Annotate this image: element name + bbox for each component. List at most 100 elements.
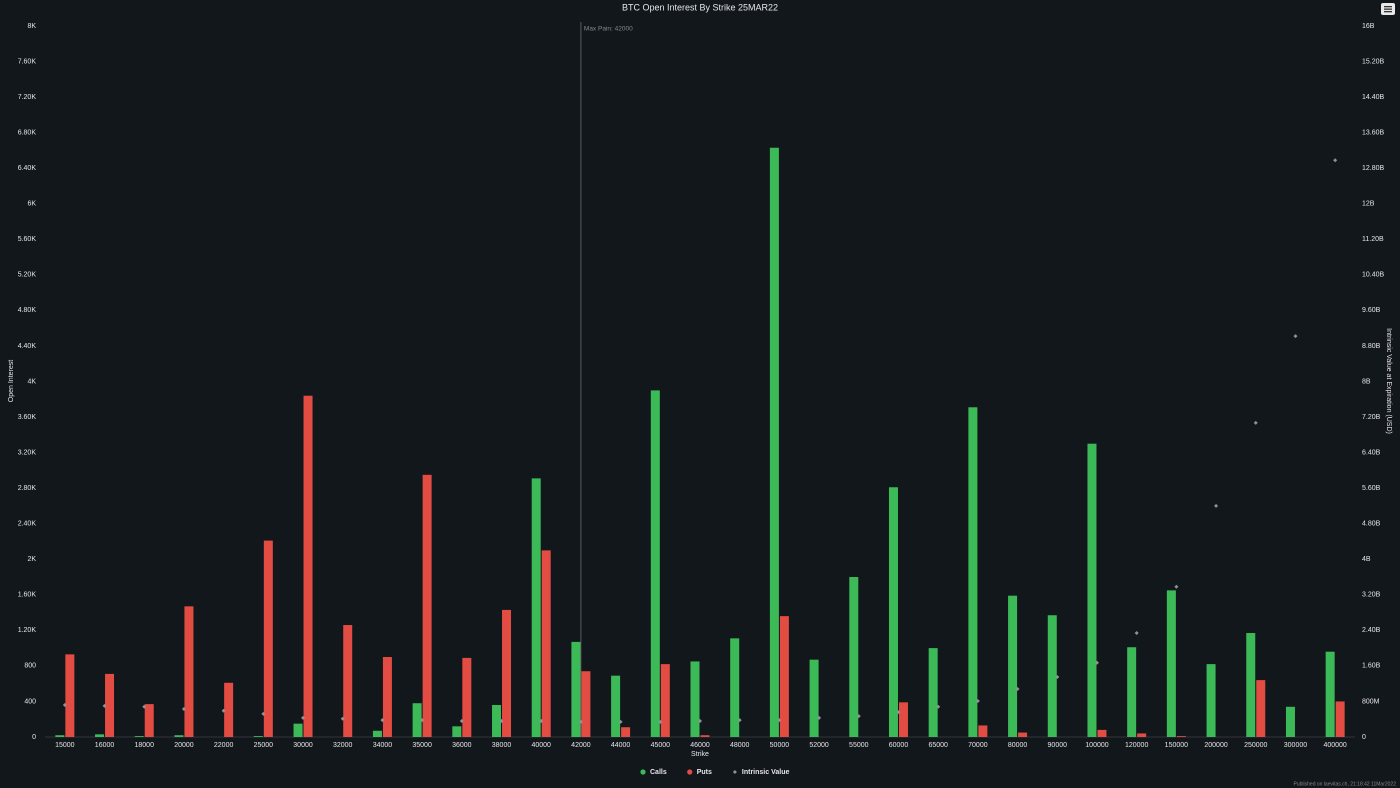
x-tick-label: 52000 [809,742,829,749]
y-tick-label: 1.60K [18,592,37,599]
scatter-point [737,718,742,723]
chart-title: BTC Open Interest By Strike 25MAR22 [622,2,778,12]
bar [263,540,273,737]
bar [1018,732,1028,737]
bar [621,727,631,737]
scatter-point [380,718,385,723]
bar [224,682,234,737]
x-tick-label: 50000 [770,742,790,749]
bar [134,736,144,737]
x-tick-label: 100000 [1085,742,1108,749]
x-tick-label: 42000 [571,742,591,749]
y-tick-label: 4.80K [18,307,37,314]
legend-item: Puts [687,769,712,776]
y-tick-label: 2.40K [18,521,37,528]
y-tick-label: 2K [27,556,36,563]
y-tick-label: 6K [27,201,36,208]
y2-tick-label: 4B [1362,556,1371,563]
bar [382,657,392,737]
x-tick-label: 36000 [452,742,472,749]
y-tick-label: 5.60K [18,236,37,243]
x-tick-label: 150000 [1165,742,1188,749]
bar [293,723,303,737]
y2-tick-label: 7.20B [1362,414,1381,421]
bar [928,648,938,737]
bar [660,664,670,737]
bar [1097,729,1107,737]
legend-item: Calls [640,769,667,776]
bar [1047,615,1057,737]
bar [144,704,154,737]
y-tick-label: 400 [24,698,36,705]
y2-tick-label: 8B [1362,378,1371,385]
y-tick-label: 3.20K [18,449,37,456]
x-tick-label: 90000 [1048,742,1068,749]
bar [1166,590,1176,737]
scatter-point [1015,687,1020,692]
y2-tick-label: 13.60B [1362,129,1385,136]
x-tick-label: 38000 [492,742,512,749]
bar [730,638,740,737]
bar [809,659,819,737]
scatter-point [698,719,702,724]
x-tick-label: 44000 [611,742,631,749]
scatter-point [975,699,980,704]
scatter-point [539,719,544,724]
bar [571,641,581,737]
legend-marker [732,770,737,774]
x-tick-label: 45000 [651,742,671,749]
bar [769,147,779,738]
x-tick-label: 15000 [55,742,75,749]
scatter-point [1134,631,1139,636]
x-tick-label: 22000 [214,742,234,749]
menu-line [1384,8,1392,10]
y2-tick-label: 14.40B [1362,94,1385,101]
y-tick-label: 4.40K [18,343,37,350]
scatter-point [1253,420,1258,425]
scatter-point [1174,584,1179,589]
bar [1325,651,1335,737]
bar [650,390,660,737]
y2-tick-label: 12B [1362,201,1375,208]
bar [1087,443,1097,737]
bar [1206,664,1216,737]
x-tick-label: 55000 [849,742,869,749]
y2-tick-label: 3.20B [1362,592,1381,599]
y2-tick-label: 4.80B [1362,521,1381,528]
scatter-point [817,715,822,720]
x-tick-label: 20000 [174,742,194,749]
y2-tick-label: 16B [1362,23,1375,30]
bar [1256,680,1266,737]
y2-tick-label: 15.20B [1362,58,1385,65]
y-tick-label: 8K [27,23,36,30]
scatter-point [1214,503,1219,508]
bar [581,671,591,737]
x-tick-label: 200000 [1204,742,1227,749]
bar [452,726,462,737]
x-tick-label: 60000 [889,742,909,749]
legend-marker [640,769,646,775]
x-tick-label: 80000 [1008,742,1028,749]
bar [888,487,898,737]
y2-tick-label: 12.80B [1362,165,1385,172]
x-tick-label: 300000 [1284,742,1307,749]
x-tick-label: 46000 [690,742,710,749]
bar [1246,633,1256,737]
y-tick-label: 7.60K [18,58,37,65]
scatter-point [1055,675,1060,680]
bar [492,705,502,737]
bar [541,550,551,737]
x-tick-label: 65000 [928,742,948,749]
menu-button[interactable] [1381,3,1395,15]
scatter-point [301,715,306,720]
x-tick-label: 70000 [968,742,988,749]
bar [422,474,432,737]
scatter-point [340,716,345,721]
x-tick-label: 16000 [95,742,115,749]
legend-item: Intrinsic Value [732,769,789,776]
scatter-point [102,703,107,708]
bar [95,734,105,737]
bar [1127,647,1137,737]
y2-tick-label: 800M [1362,698,1380,705]
